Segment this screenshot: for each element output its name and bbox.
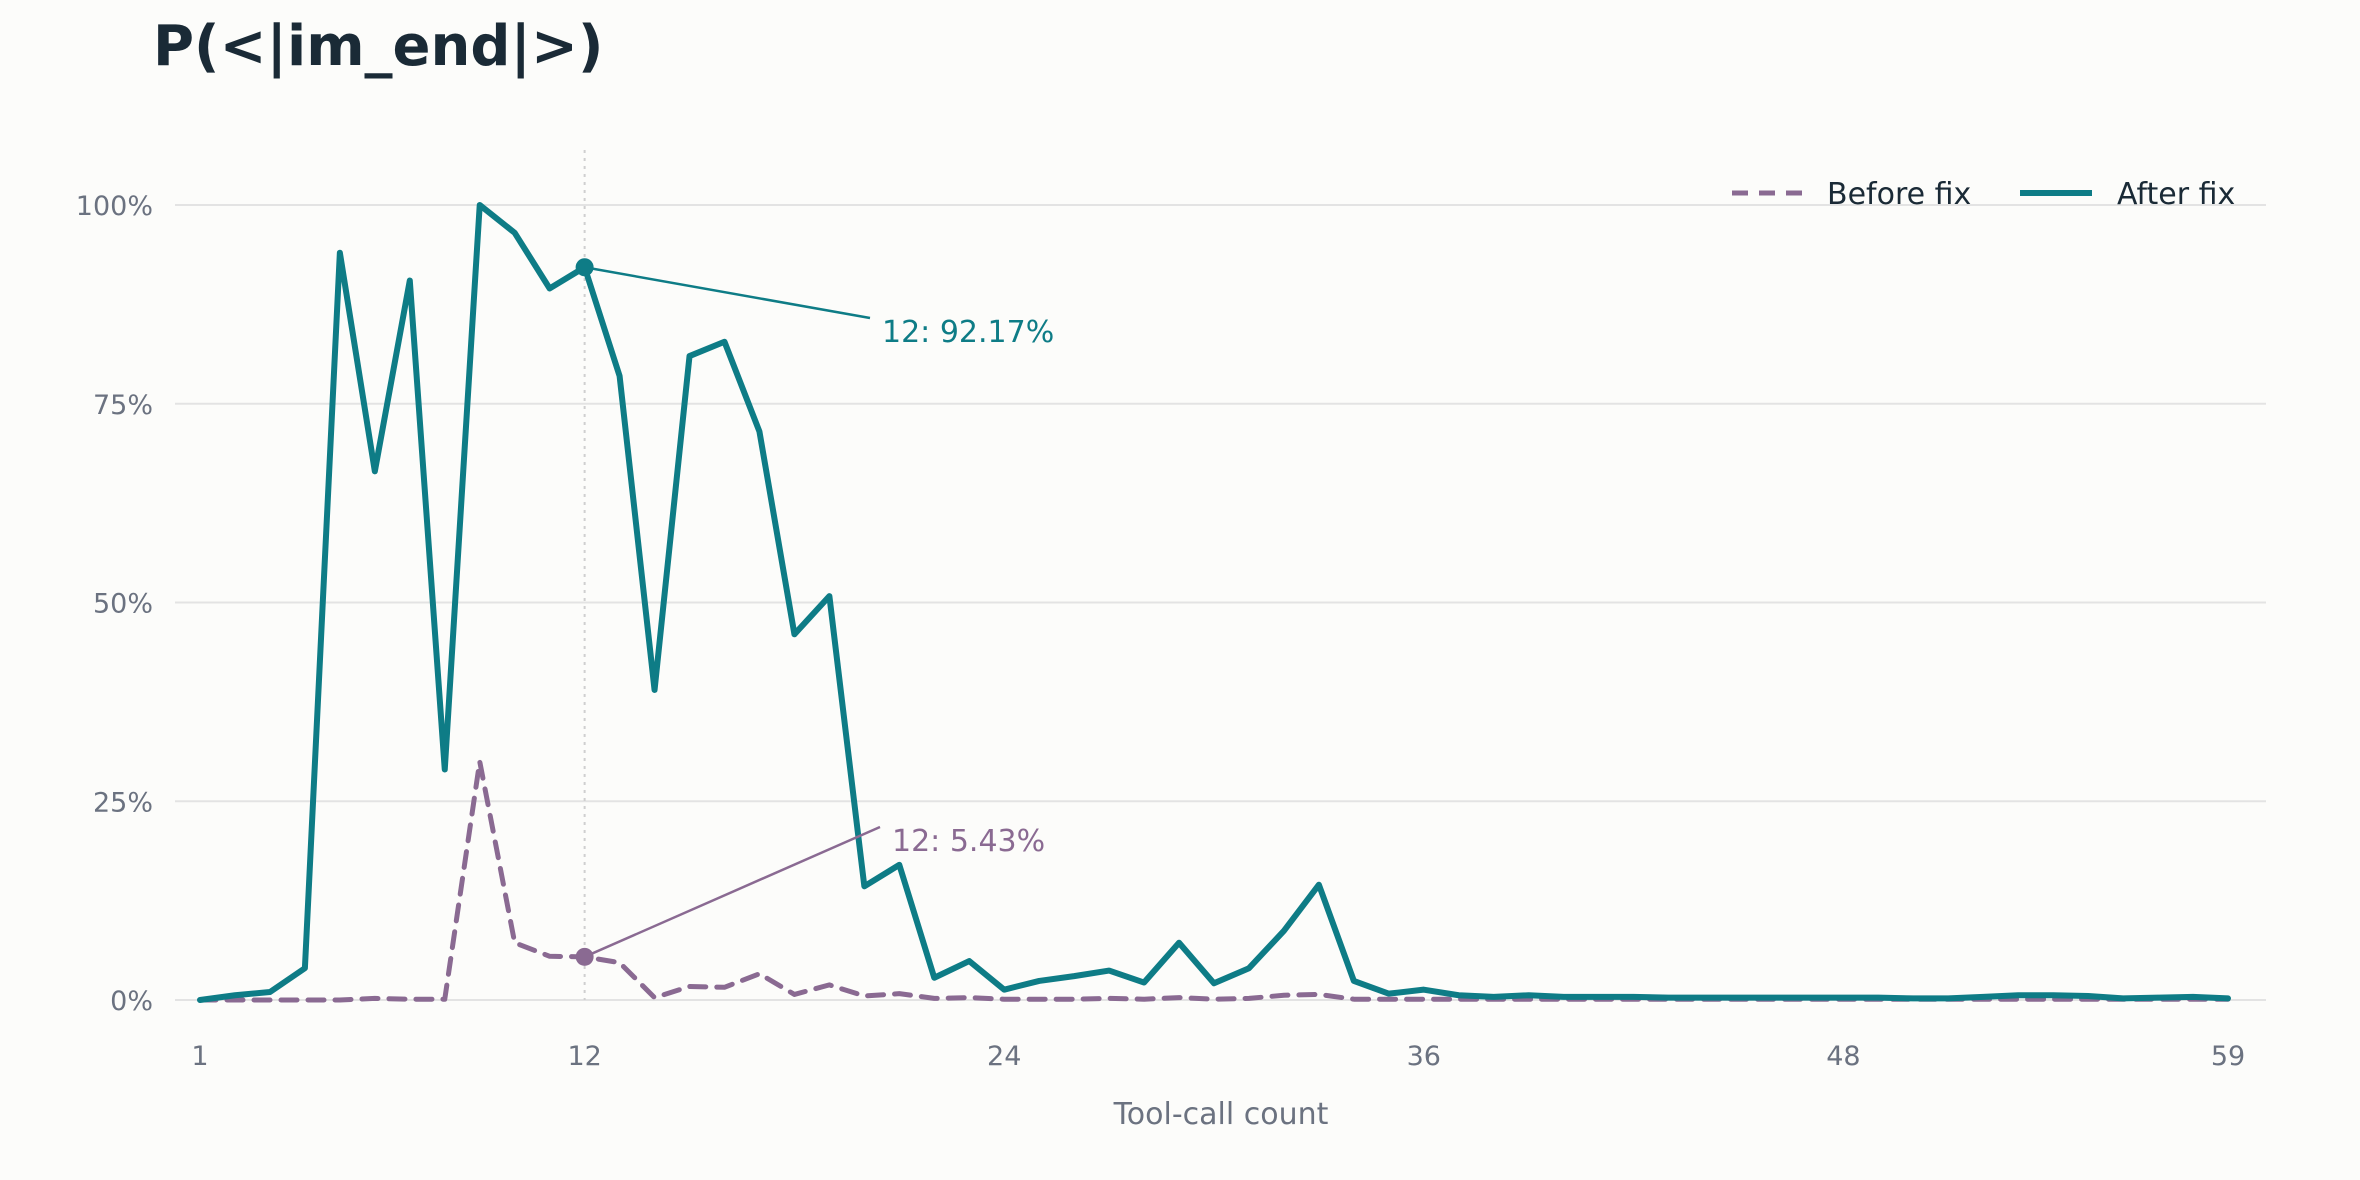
- legend-label: After fix: [2117, 177, 2235, 212]
- annotation-label: 12: 92.17%: [882, 315, 1054, 350]
- annotation-leader: [584, 266, 871, 320]
- x-tick-label: 48: [1826, 1041, 1860, 1072]
- annotation-point: [575, 258, 594, 277]
- x-tick-label: 59: [2211, 1041, 2245, 1072]
- legend: Before fix After fix: [1732, 177, 2235, 212]
- y-tick-label: 0%: [110, 986, 153, 1017]
- x-tick-label: 12: [567, 1041, 601, 1072]
- y-tick-label: 75%: [93, 390, 153, 421]
- series-layer: [197, 202, 2231, 1003]
- annotation-leader: [584, 825, 881, 958]
- y-tick-label: 25%: [93, 787, 153, 818]
- y-tick-label: 100%: [76, 191, 153, 222]
- annotation-point: [575, 947, 594, 966]
- x-tick-label: 1: [191, 1041, 208, 1072]
- series-line-before-fix: [197, 759, 2231, 1003]
- legend-label: Before fix: [1827, 177, 1971, 212]
- grid-layer: [175, 204, 2266, 1001]
- chart-title: P(<|im_end|>): [153, 14, 603, 79]
- series-line-after-fix: [197, 202, 2231, 1003]
- x-axis-label: Tool-call count: [1113, 1097, 1329, 1132]
- annotation-label: 12: 5.43%: [892, 824, 1045, 859]
- annotation-layer: 12: 92.17% 12: 5.43%: [575, 258, 1054, 966]
- y-tick-label: 50%: [93, 589, 153, 620]
- x-tick-label: 24: [987, 1041, 1021, 1072]
- x-tick-label: 36: [1407, 1041, 1441, 1072]
- axis-layer: 0% 25% 50% 75% 100% 1 12 24 36 48 59: [76, 191, 2245, 1072]
